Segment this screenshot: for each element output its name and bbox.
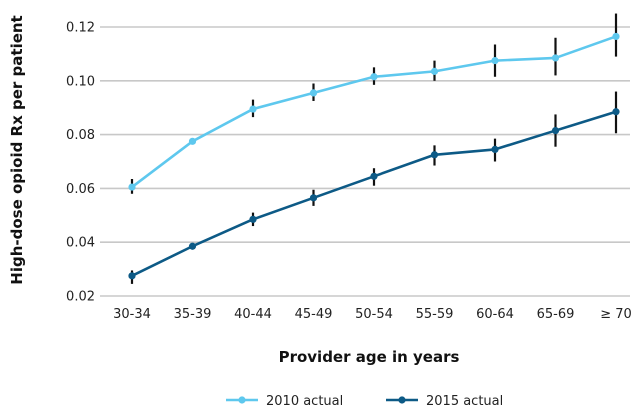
data-point: [430, 151, 439, 159]
y-tick-label: 0.10: [66, 74, 95, 89]
data-point: [612, 32, 620, 41]
legend-swatch-marker: [398, 396, 406, 404]
y-tick-label: 0.06: [66, 182, 95, 197]
series-line: [131, 110, 617, 277]
y-tick-label: 0.08: [66, 128, 95, 143]
x-tick-label: ≥ 70: [600, 307, 632, 322]
data-point: [551, 126, 560, 135]
data-point: [309, 89, 318, 97]
series-lines: [128, 32, 620, 280]
y-tick-label: 0.02: [66, 290, 95, 305]
data-point: [612, 108, 620, 116]
x-axis-title: Provider age in years: [279, 348, 460, 366]
y-axis-title: High-dose opioid Rx per patient: [8, 15, 26, 284]
legend-swatch-marker: [238, 396, 246, 404]
x-tick-label: 60-64: [476, 307, 514, 322]
legend-item: 2010 actual: [226, 394, 343, 409]
x-tick-label: 40-44: [234, 307, 272, 322]
data-point: [128, 272, 136, 280]
legend-item: 2015 actual: [386, 394, 503, 409]
x-tick-label: 50-54: [355, 307, 393, 322]
data-point: [430, 67, 439, 75]
series-line: [131, 35, 617, 189]
data-point: [370, 172, 378, 180]
series-2: [128, 108, 620, 280]
error-bars: [130, 13, 618, 284]
data-point: [128, 183, 136, 191]
y-tick-label: 0.04: [66, 236, 95, 251]
legend-label: 2010 actual: [266, 394, 343, 409]
y-axis-ticks: 0.02 0.04 0.06 0.08 0.10 0.12: [66, 21, 95, 305]
legend: 2010 actual 2015 actual: [226, 394, 503, 409]
data-point: [551, 54, 560, 62]
data-point: [491, 145, 499, 153]
x-tick-label: 30-34: [113, 307, 151, 322]
x-tick-label: 55-59: [416, 307, 454, 322]
data-point: [249, 215, 257, 223]
x-axis-ticks: 30-34 35-39 40-44 45-49 50-54 55-59 60-64 65-69…: [113, 307, 632, 322]
data-point: [249, 105, 257, 113]
x-tick-label: 65-69: [537, 307, 575, 322]
data-point: [370, 73, 378, 81]
series-1: [128, 32, 620, 191]
x-tick-label: 45-49: [295, 307, 333, 322]
legend-label: 2015 actual: [426, 394, 503, 409]
data-point: [309, 194, 318, 202]
data-point: [188, 137, 197, 145]
data-point: [491, 57, 499, 65]
data-point: [188, 242, 197, 250]
grid-lines: [100, 26, 630, 297]
x-tick-label: 35-39: [174, 307, 212, 322]
y-tick-label: 0.12: [66, 21, 95, 36]
